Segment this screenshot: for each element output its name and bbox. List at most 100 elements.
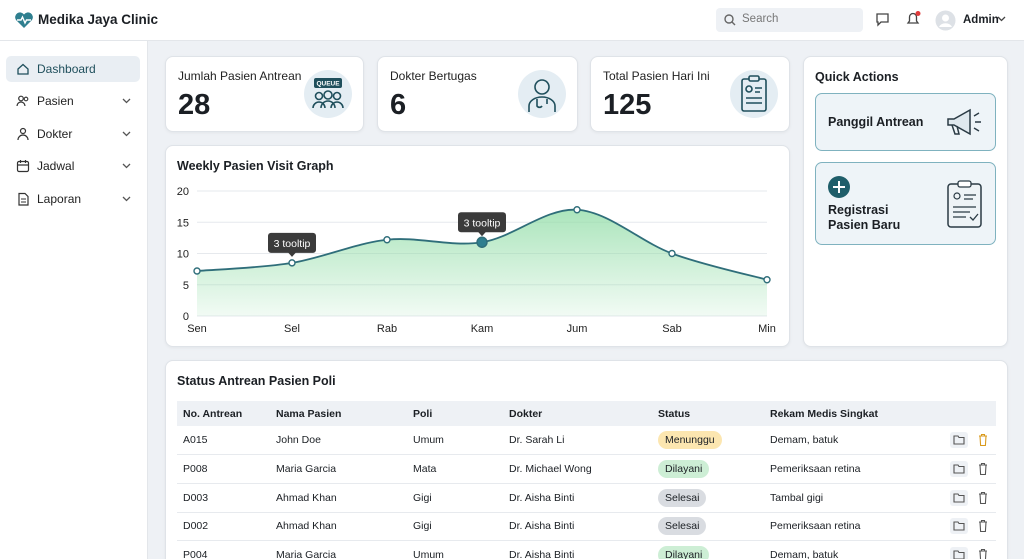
y-tick-label: 20 bbox=[177, 186, 189, 198]
table-row: P008 Maria Garcia Mata Dr. Michael Wong Dila… bbox=[177, 454, 996, 484]
status-badge: Menunggu bbox=[658, 431, 722, 450]
stat-value: 6 bbox=[390, 89, 407, 121]
column-header: Status bbox=[652, 401, 764, 426]
chart-title: Weekly Pasien Visit Graph bbox=[177, 159, 334, 173]
stat-card: Dokter Bertugas 6 bbox=[377, 56, 578, 132]
status-badge: Dilayani bbox=[658, 460, 710, 479]
table-header-row: No. Antrean Nama Pasien Poli Dokter Status Re… bbox=[177, 401, 996, 426]
column-header: Poli bbox=[407, 401, 503, 426]
cell: A015 bbox=[177, 426, 270, 456]
folder-button[interactable] bbox=[950, 489, 968, 506]
stat-icon bbox=[518, 70, 566, 118]
stat-label: Total Pasien Hari Ini bbox=[603, 69, 710, 83]
cell: Dr. Michael Wong bbox=[503, 454, 652, 484]
call-queue-button[interactable]: Panggil Antrean bbox=[815, 93, 996, 151]
folder-button[interactable] bbox=[950, 432, 968, 449]
x-tick-label: Rab bbox=[377, 323, 397, 335]
tooltip-box bbox=[458, 212, 506, 233]
tooltip-pointer bbox=[478, 231, 486, 237]
nav-label: Laporan bbox=[37, 191, 82, 206]
delete-button[interactable] bbox=[974, 547, 992, 559]
data-point bbox=[193, 267, 201, 275]
cell: Ahmad Khan bbox=[270, 483, 407, 513]
cell: Gigi bbox=[407, 512, 503, 542]
button-label: Panggil Antrean bbox=[828, 115, 924, 129]
data-point bbox=[383, 236, 391, 244]
tooltip-label: 3 tooltip bbox=[274, 238, 311, 250]
notifications-icon[interactable] bbox=[905, 10, 923, 28]
messages-icon[interactable] bbox=[875, 12, 891, 28]
cell: Dr. Aisha Binti bbox=[503, 512, 652, 542]
cell: Demam, batuk bbox=[764, 426, 934, 456]
cell: D003 bbox=[177, 483, 270, 513]
y-tick-label: 5 bbox=[183, 280, 189, 292]
table-title: Status Antrean Pasien Poli bbox=[177, 374, 336, 388]
cell: Dr. Aisha Binti bbox=[503, 483, 652, 513]
data-point bbox=[573, 206, 581, 214]
nav-chevron bbox=[122, 196, 131, 202]
delete-button[interactable] bbox=[974, 461, 992, 477]
tooltip-box bbox=[268, 232, 316, 253]
nav-label: Jadwal bbox=[37, 159, 75, 174]
delete-button[interactable] bbox=[974, 432, 992, 448]
search-placeholder: Search bbox=[742, 13, 779, 25]
nav-item[interactable]: Laporan bbox=[6, 186, 140, 212]
area bbox=[197, 209, 767, 316]
x-tick-label: Kam bbox=[471, 323, 494, 335]
delete-button[interactable] bbox=[974, 490, 992, 506]
stat-card: Jumlah Pasien Antrean 28 QUEUE bbox=[165, 56, 364, 132]
cell: D002 bbox=[177, 512, 270, 542]
stat-label: Jumlah Pasien Antrean bbox=[178, 69, 302, 83]
actions-cell bbox=[934, 483, 996, 513]
stat-label: Dokter Bertugas bbox=[390, 69, 477, 83]
folder-button[interactable] bbox=[950, 518, 968, 535]
cell: Dr. Aisha Binti bbox=[503, 540, 652, 559]
cell: Pemeriksaan retina bbox=[764, 454, 934, 484]
cell: Gigi bbox=[407, 483, 503, 513]
nav-item[interactable]: Dashboard bbox=[6, 56, 140, 82]
stat-value: 28 bbox=[178, 89, 211, 121]
plus-icon bbox=[828, 176, 850, 198]
nav-label: Dokter bbox=[37, 126, 73, 141]
app-title: Medika Jaya Clinic bbox=[38, 12, 159, 27]
table-row: P004 Maria Garcia Umum Dr. Aisha Binti Dilay… bbox=[177, 540, 996, 559]
avatar[interactable] bbox=[935, 10, 956, 31]
x-tick-label: Sel bbox=[284, 323, 300, 335]
search-box[interactable]: Search bbox=[716, 8, 863, 32]
delete-button[interactable] bbox=[974, 518, 992, 534]
nav-icon bbox=[16, 160, 30, 173]
y-tick-label: 0 bbox=[183, 311, 189, 323]
actions-header bbox=[934, 401, 996, 426]
data-point bbox=[476, 236, 488, 248]
user-menu-chevron[interactable] bbox=[997, 16, 1006, 22]
cell: John Doe bbox=[270, 426, 407, 456]
stat-value: 125 bbox=[603, 89, 652, 121]
actions-cell bbox=[934, 512, 996, 542]
nav-item[interactable]: Jadwal bbox=[6, 153, 140, 179]
status-cell: Dilayani bbox=[652, 454, 764, 484]
folder-button[interactable] bbox=[950, 547, 968, 559]
register-patient-button[interactable]: Registrasi Pasien Baru bbox=[815, 162, 996, 245]
cell: P004 bbox=[177, 540, 270, 559]
form-icon bbox=[947, 180, 982, 228]
cell: P008 bbox=[177, 454, 270, 484]
nav-item[interactable]: Pasien bbox=[6, 88, 140, 114]
cell: Tambal gigi bbox=[764, 483, 934, 513]
status-cell: Selesai bbox=[652, 512, 764, 542]
cell: Ahmad Khan bbox=[270, 512, 407, 542]
sidebar: Dashboard Pasien Dokter Jadwal Laporan bbox=[0, 41, 148, 559]
user-name[interactable]: Admin bbox=[963, 14, 999, 26]
quick-actions-card: Quick Actions Panggil Antrean Registrasi… bbox=[803, 56, 1008, 347]
nav-chevron bbox=[122, 131, 131, 137]
queue-table: No. Antrean Nama Pasien Poli Dokter Status Re… bbox=[177, 401, 996, 559]
stat-badge: QUEUE bbox=[316, 81, 340, 88]
folder-button[interactable] bbox=[950, 461, 968, 478]
status-badge: Dilayani bbox=[658, 546, 710, 559]
x-tick-label: Sab bbox=[662, 323, 682, 335]
x-tick-label: Min bbox=[758, 323, 776, 335]
status-badge: Selesai bbox=[658, 517, 707, 536]
x-tick-label: Sen bbox=[187, 323, 207, 335]
y-tick-label: 15 bbox=[177, 217, 189, 229]
nav-icon bbox=[18, 192, 29, 206]
nav-item[interactable]: Dokter bbox=[6, 121, 140, 147]
